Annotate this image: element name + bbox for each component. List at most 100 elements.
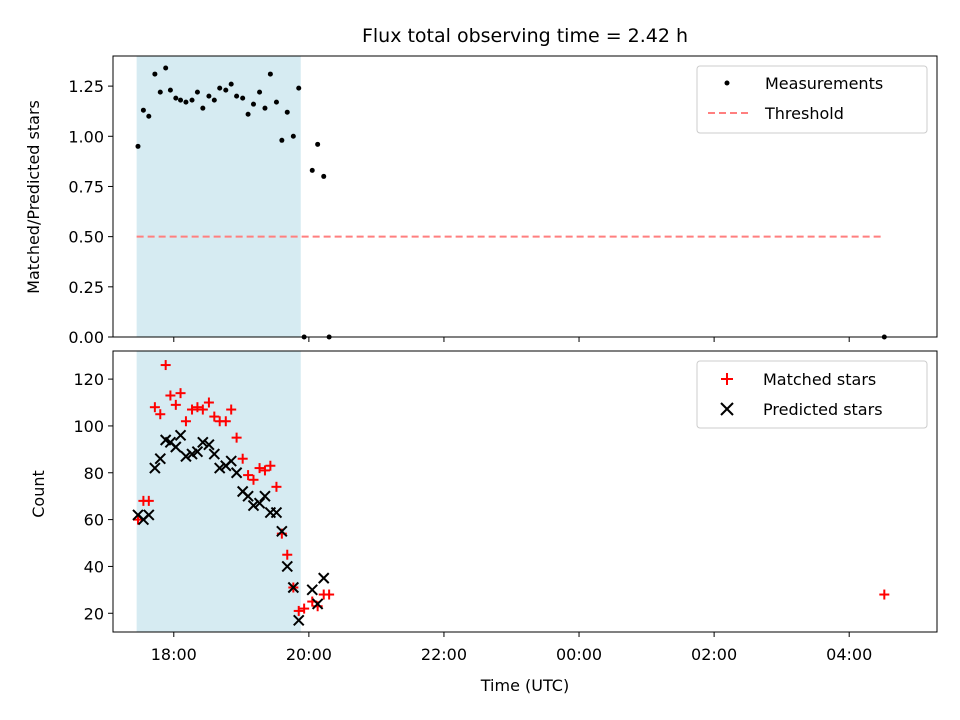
- predicted-star-stroke-b: [191, 445, 204, 458]
- matched-star-point: [254, 463, 265, 474]
- predicted-star-point: [230, 467, 243, 479]
- observing-interval-shade: [136, 351, 301, 632]
- matched-star-point: [209, 411, 220, 422]
- y-tick-label: 120: [73, 370, 104, 389]
- measurement-point: [240, 95, 246, 101]
- predicted-star-stroke-b: [149, 462, 161, 474]
- predicted-star-stroke-b: [180, 450, 192, 463]
- matched-star-point: [248, 474, 259, 485]
- measurement-point: [315, 141, 321, 147]
- predicted-star-point: [259, 490, 271, 502]
- matched-star-point: [160, 360, 171, 371]
- matched-star-point: [879, 589, 890, 600]
- matched-star-point: [259, 465, 270, 476]
- predicted-star-stroke-b: [225, 455, 237, 467]
- bottom-legend-frame: [696, 360, 928, 429]
- matched-star-point: [155, 409, 166, 420]
- predicted-star-stroke-b: [293, 614, 305, 626]
- matched-star-point: [237, 453, 248, 464]
- y-tick-label: 40: [84, 557, 104, 576]
- predicted-star-stroke-b: [259, 490, 271, 502]
- predicted-star-stroke-b: [132, 509, 144, 521]
- matched-star-point: [293, 605, 304, 616]
- predicted-star-point: [149, 462, 161, 474]
- matched-star-point: [170, 399, 181, 410]
- matched-star-point: [324, 589, 335, 600]
- predicted-star-point: [270, 506, 283, 519]
- matched-star-point: [187, 404, 198, 415]
- matched-star-point: [271, 481, 282, 492]
- predicted-star-stroke-b: [311, 598, 324, 610]
- measurement-point: [234, 93, 240, 99]
- predicted-star-point: [154, 453, 166, 465]
- bottom-axes-frame: [112, 350, 938, 633]
- predicted-star-stroke-b: [230, 467, 243, 479]
- predicted-star-point: [180, 450, 192, 463]
- measurement-point: [189, 97, 195, 103]
- predicted-star-stroke-b: [281, 560, 293, 573]
- matched-star-point: [243, 470, 254, 481]
- y-tick-label: 0.50: [68, 228, 104, 247]
- measurement-point: [245, 111, 251, 117]
- top-panel: 0.00 0.25 0.50 0.75 1.00 1.25: [68, 55, 938, 347]
- predicted-star-point: [170, 441, 182, 453]
- measurement-point: [163, 65, 169, 71]
- top-y-axis-label: Matched/Predicted stars: [24, 100, 43, 294]
- matched-star-point: [265, 460, 276, 471]
- measurement-point: [290, 133, 296, 139]
- chart-title: Flux total observing time = 2.42 h: [362, 25, 688, 47]
- predicted-star-stroke-b: [203, 438, 215, 451]
- predicted-star-point: [293, 614, 305, 626]
- measurement-point: [206, 93, 212, 99]
- matched-star-point: [226, 404, 237, 415]
- measurement-point: [211, 97, 217, 103]
- matched-star-point: [282, 549, 293, 560]
- y-tick-label: 20: [84, 604, 104, 623]
- matched-star-point: [231, 432, 242, 443]
- predicted-star-stroke-b: [170, 441, 182, 453]
- predicted-star-stroke-b: [242, 490, 254, 502]
- x-tick-label: 18:00: [151, 645, 197, 664]
- predicted-star-stroke-b: [247, 499, 260, 512]
- x-tick-label: 20:00: [286, 645, 332, 664]
- legend-measurements-marker: [724, 80, 730, 86]
- x-tick-label: 00:00: [556, 645, 602, 664]
- matched-star-point: [143, 495, 154, 506]
- measurement-point: [267, 71, 273, 77]
- bottom-panel: 20 40 60 80 100 120 18:00 20:00 22:00 00:00 02:00…: [73, 350, 938, 664]
- predicted-star-stroke-b: [276, 525, 288, 538]
- measurement-point: [146, 113, 152, 119]
- y-tick-label: 100: [73, 417, 104, 436]
- y-tick-label: 80: [84, 464, 104, 483]
- predicted-star-stroke-b: [253, 497, 266, 509]
- predicted-star-point: [311, 598, 324, 610]
- matched-star-point: [220, 416, 231, 427]
- x-axis-label: Time (UTC): [480, 676, 569, 695]
- matched-star-point: [149, 402, 160, 413]
- predicted-star-point: [242, 490, 254, 502]
- y-tick-label: 0.75: [68, 177, 104, 196]
- matched-star-point: [192, 402, 203, 413]
- measurement-point: [250, 101, 256, 107]
- predicted-star-point: [287, 581, 300, 594]
- x-tick-label: 04:00: [826, 645, 872, 664]
- predicted-star-point: [208, 448, 221, 460]
- predicted-star-point: [143, 509, 155, 521]
- top-legend: Measurements Threshold: [696, 65, 928, 134]
- measurement-point: [217, 85, 223, 91]
- measurement-point: [140, 107, 146, 113]
- predicted-star-stroke-b: [164, 436, 177, 449]
- measurement-point: [194, 89, 200, 95]
- x-tick-label: 22:00: [421, 645, 467, 664]
- y-tick-label: 1.25: [68, 77, 104, 96]
- predicted-star-stroke-b: [159, 434, 172, 446]
- legend-matched-marker: [721, 373, 733, 385]
- legend-measurements-label: Measurements: [765, 74, 883, 93]
- predicted-star-point: [225, 455, 237, 467]
- predicted-star-stroke-b: [154, 453, 166, 465]
- measurement-point: [178, 97, 184, 103]
- matched-star-point: [197, 404, 208, 415]
- x-tick-label: 02:00: [691, 645, 737, 664]
- measurement-point: [135, 143, 141, 149]
